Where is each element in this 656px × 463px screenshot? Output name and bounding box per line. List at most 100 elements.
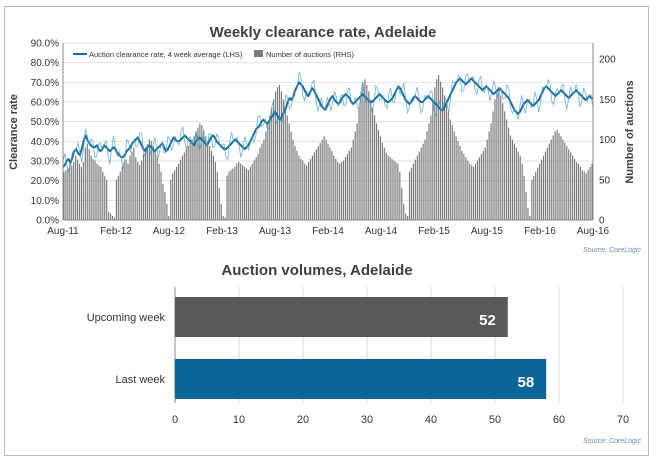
chart2-x-ticks: 0 10 20 30 40 50 60 70 (172, 414, 629, 426)
auction-count-bar (412, 163, 415, 220)
auction-count-bar (174, 170, 176, 220)
auction-count-bar (370, 99, 372, 220)
x-tick-label: 30 (361, 414, 373, 426)
auction-count-bar (288, 123, 290, 220)
auction-count-bar (166, 203, 168, 220)
auction-count-bar (275, 91, 277, 220)
auction-count-bar (562, 139, 564, 220)
auction-count-bar (271, 107, 273, 220)
y2-tick-label: 150 (599, 95, 616, 106)
auction-count-bar (496, 91, 498, 220)
auction-count-bar (583, 171, 585, 220)
auction-count-bar (372, 107, 374, 220)
auction-count-bar (98, 165, 100, 220)
auction-count-bar (331, 150, 333, 220)
auction-count-bar (255, 157, 257, 220)
auction-count-bar (247, 170, 249, 220)
chart1-y2label: Number of auctions (624, 80, 636, 183)
auction-count-bar (513, 143, 515, 220)
auction-count-bar (393, 160, 395, 220)
auction-count-bar (544, 151, 547, 220)
auction-count-bar (443, 95, 446, 220)
auction-count-bar (300, 158, 302, 220)
auction-count-bar (344, 157, 347, 220)
x-tick-label: 50 (489, 414, 501, 426)
auction-count-bar (391, 158, 393, 220)
auction-count-bar (96, 163, 98, 220)
auction-count-bar (579, 166, 581, 220)
auction-count-bar (476, 160, 479, 220)
chart2-source: Source: CoreLogic (583, 438, 641, 445)
auction-count-bar (65, 170, 67, 220)
y2-tick-label: 100 (599, 135, 616, 146)
auction-count-bar (92, 158, 94, 220)
auction-count-bar (228, 171, 230, 220)
auction-count-bar (377, 129, 380, 220)
chart-frame: Weekly clearance rate, Adelaide 0.0% 10.0… (4, 6, 649, 456)
auction-count-bar (506, 119, 508, 220)
auction-count-bar (284, 107, 286, 220)
bar-upcoming-week-value: 52 (479, 312, 496, 329)
auction-count-bar (556, 129, 558, 220)
auction-count-bar (269, 115, 271, 220)
auction-count-bar (420, 147, 422, 220)
auction-count-bar (100, 166, 102, 220)
auction-count-bar (333, 155, 335, 220)
auction-count-bar (152, 145, 154, 220)
auction-count-bar (492, 111, 494, 220)
legend-line-label: Auction clearance rate, 4 week average (… (89, 50, 243, 59)
auction-count-bar (261, 143, 263, 220)
auction-count-bar (490, 123, 492, 220)
auction-count-bar (142, 154, 145, 220)
auction-count-bar (375, 123, 378, 220)
auction-count-bar (259, 147, 261, 220)
auction-count-bar (368, 91, 370, 220)
auction-count-bar (482, 150, 484, 220)
auction-count-bar (521, 163, 523, 220)
auction-count-bar (352, 139, 354, 220)
auction-count-bar (251, 163, 253, 220)
chart1-clearance-weekly-line (62, 70, 594, 174)
auction-count-bar (232, 168, 234, 220)
auction-count-bar (428, 123, 430, 220)
auction-count-bar (389, 157, 391, 220)
auction-count-bar (292, 139, 294, 220)
auction-count-bar (243, 166, 246, 220)
auction-count-bar (263, 139, 265, 220)
auction-count-bar (416, 155, 418, 220)
y-tick-label: 60.0% (31, 98, 59, 109)
auction-count-bar (73, 162, 75, 220)
y2-tick-label: 200 (599, 55, 616, 66)
auction-count-bar (102, 171, 104, 220)
auction-count-bar (210, 150, 213, 220)
x-tick-label: 60 (553, 414, 565, 426)
auction-count-bar (195, 131, 197, 220)
auction-count-bar (109, 213, 112, 220)
auction-count-bar (137, 162, 139, 220)
auction-count-bar (129, 155, 131, 220)
auction-count-bar (587, 170, 589, 220)
auction-count-bar (537, 167, 539, 220)
auction-count-bar (282, 99, 284, 220)
auction-count-bar (459, 145, 461, 220)
auction-count-bar (430, 115, 432, 220)
auction-count-bar (67, 167, 69, 220)
auction-count-bar (407, 215, 409, 220)
auction-count-bar (199, 123, 201, 220)
auction-count-bar (581, 170, 583, 220)
auction-count-bar (111, 215, 114, 220)
y-tick-label: 40.0% (31, 137, 59, 148)
auction-count-bar (321, 139, 323, 220)
auction-count-bar (432, 99, 434, 220)
auction-count-bar (471, 165, 473, 220)
auction-count-bar (175, 166, 178, 220)
auction-count-bar (317, 145, 319, 220)
auction-count-bar (356, 123, 358, 220)
x-tick-label: Aug-14 (365, 226, 398, 237)
auction-count-bar (337, 162, 339, 220)
auction-count-bar (346, 154, 348, 220)
auction-count-bar (465, 157, 467, 220)
chart1-y-ticks: 0.0% 10.0% 20.0% 30.0% 40.0% 50.0% 60.0% 70.0% 8… (31, 39, 59, 227)
auction-count-bar (141, 160, 143, 220)
chart2-bar-upcoming-week: 52 (175, 297, 508, 337)
